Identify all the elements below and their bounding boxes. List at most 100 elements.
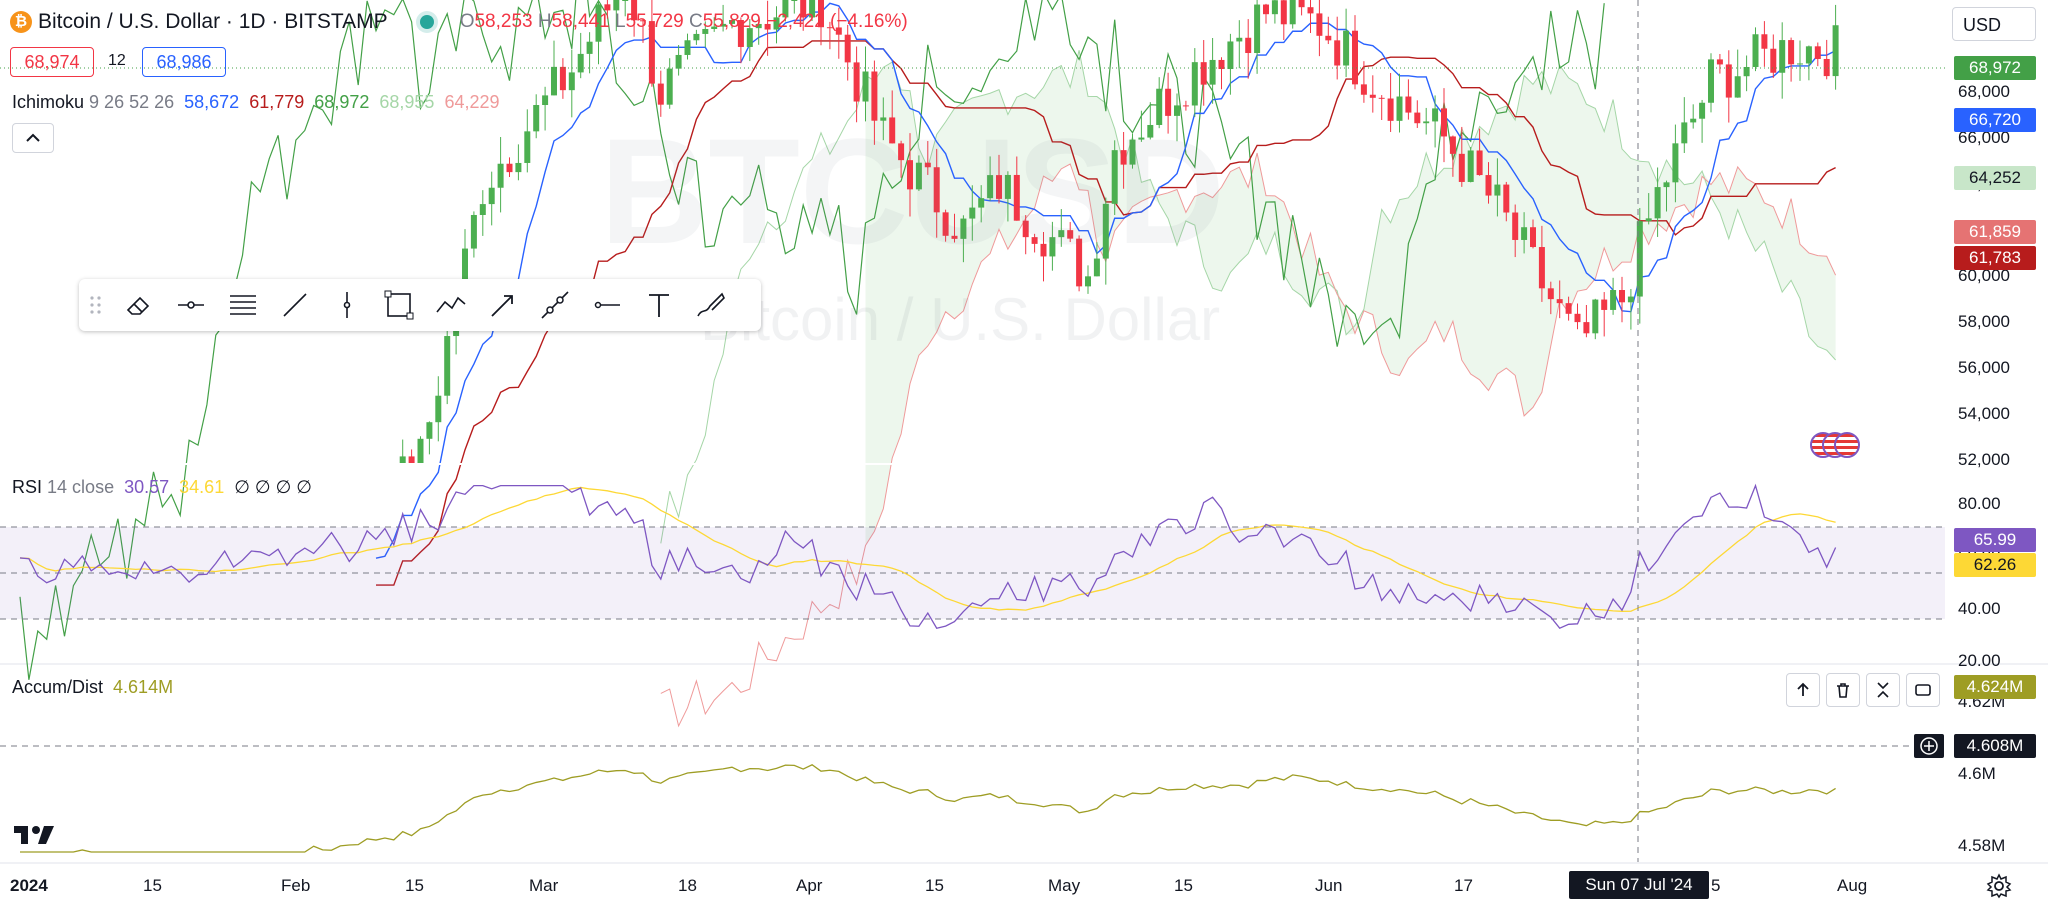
candle-body	[568, 72, 575, 91]
market-status-icon[interactable]	[419, 15, 434, 29]
candle-body	[675, 54, 682, 69]
candle-body	[1316, 13, 1323, 36]
candle-body	[1396, 96, 1403, 121]
text-icon	[649, 294, 669, 317]
candle-body	[1823, 58, 1830, 77]
candle-body	[1093, 258, 1100, 277]
add-alert-button[interactable]	[1914, 734, 1944, 758]
candle-body	[1378, 97, 1385, 99]
candle-body	[470, 214, 477, 249]
horizontal-ray-tool[interactable]	[165, 279, 217, 331]
drag-handle-tool[interactable]	[79, 279, 113, 331]
candle-body	[729, 19, 735, 24]
collapse-icon	[1877, 682, 1889, 698]
candle-body	[1156, 88, 1163, 125]
eraser-tool[interactable]	[113, 279, 165, 331]
settings-button[interactable]	[1986, 873, 2012, 899]
candle-body	[1547, 288, 1554, 300]
brush-tool[interactable]	[685, 279, 737, 331]
candle-body	[595, 4, 602, 42]
tradingview-logo[interactable]	[14, 822, 58, 853]
candle-body	[515, 162, 522, 173]
maximize-icon	[1915, 684, 1931, 696]
rsi-label: RSI	[12, 477, 43, 497]
path-tool[interactable]	[425, 279, 477, 331]
ad-line	[20, 764, 1836, 853]
candle-body	[1352, 30, 1358, 85]
candle-body	[1120, 150, 1127, 165]
arrow-tool[interactable]	[477, 279, 529, 331]
candle-body	[1076, 238, 1083, 287]
move-up-icon	[1797, 682, 1809, 696]
candle-body	[1619, 290, 1625, 303]
candle-body	[880, 117, 887, 121]
collapse-pane-button[interactable]	[1866, 673, 1900, 707]
candle-body	[1182, 105, 1189, 107]
candle-body	[444, 336, 451, 396]
candle-body	[1610, 290, 1617, 310]
parallel-lines-icon	[230, 295, 256, 315]
ohlc-change: −2,422 (−4.16%)	[766, 11, 908, 32]
price-axis-label: 52,000	[1958, 450, 2010, 469]
drawing-toolbar[interactable]	[79, 279, 761, 331]
candle-body	[711, 26, 718, 29]
extended-line-tool[interactable]	[529, 279, 581, 331]
candle-body	[933, 167, 940, 213]
candle-body	[1004, 174, 1011, 199]
candle-body	[1672, 143, 1679, 183]
candle-body	[417, 438, 424, 463]
candle-body	[1583, 322, 1590, 334]
currency-value: USD	[1963, 15, 2002, 35]
candle-body	[1200, 62, 1207, 85]
maximize-pane-button[interactable]	[1906, 673, 1940, 707]
candle-body	[1414, 112, 1421, 124]
candle-body	[613, 0, 620, 11]
parallel-lines-tool[interactable]	[217, 279, 269, 331]
candle-body	[818, 0, 824, 28]
candle-body	[1654, 187, 1661, 219]
delete-pane-button[interactable]	[1826, 673, 1860, 707]
ichimoku-legend[interactable]: Ichimoku 9 26 52 26 58,672 61,779 68,972…	[12, 92, 500, 113]
candle-body	[1449, 136, 1456, 154]
move-pane-up-button[interactable]	[1786, 673, 1820, 707]
candle-body	[657, 83, 664, 105]
drag-handle-icon	[90, 296, 101, 314]
candle-body	[435, 395, 442, 423]
ichimoku-chikou: 68,972	[314, 92, 370, 112]
rectangle-tool[interactable]	[373, 279, 425, 331]
text-tool[interactable]	[633, 279, 685, 331]
vertical-line-tool[interactable]	[321, 279, 373, 331]
sell-button[interactable]: 68,974	[10, 47, 94, 77]
collapse-legend-button[interactable]	[12, 123, 54, 153]
buy-button[interactable]: 68,986	[142, 47, 226, 77]
horizontal-segment-tool[interactable]	[581, 279, 633, 331]
symbol-title[interactable]: Bitcoin / U.S. Dollar · 1D · BITSTAMP	[38, 10, 388, 33]
candle-body	[1334, 40, 1341, 66]
accum-label: Accum/Dist	[12, 677, 104, 697]
time-axis-label: 15	[405, 876, 424, 895]
candle-body	[1805, 46, 1812, 64]
candle-body	[826, 27, 833, 29]
watermark-symbol: BTCUSD	[600, 107, 1225, 275]
currency-select[interactable]: USD	[1952, 7, 2036, 41]
candle-body	[1432, 108, 1439, 122]
candle-body	[1218, 59, 1225, 70]
candle-body	[1512, 212, 1519, 240]
candle-body	[791, 0, 798, 1]
candle-body	[1725, 64, 1732, 98]
time-axis-label: 15	[925, 876, 944, 895]
candle-body	[577, 53, 584, 73]
time-axis-label: Apr	[796, 876, 823, 895]
candle-body	[1031, 237, 1038, 244]
vertical-line-icon	[343, 292, 351, 318]
candle-body	[1245, 37, 1252, 54]
trend-line-tool[interactable]	[269, 279, 321, 331]
us-events-badge[interactable]	[1810, 432, 1880, 458]
candle-body	[693, 33, 700, 41]
candle-body	[1360, 84, 1367, 95]
candle-body	[1467, 150, 1474, 182]
rsi-legend[interactable]: RSI 14 close 30.57 34.61 ∅ ∅ ∅ ∅	[12, 477, 312, 498]
accum-legend[interactable]: Accum/Dist 4.614M	[12, 677, 173, 698]
